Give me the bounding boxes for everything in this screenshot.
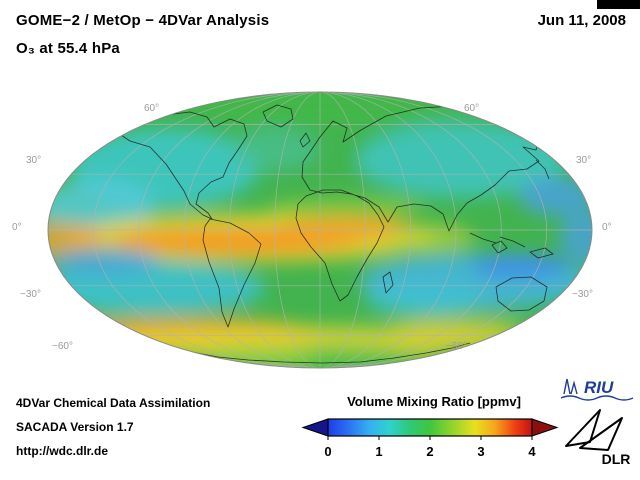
tick-2: 2 xyxy=(426,444,433,459)
colorbar-tickmarks xyxy=(327,436,533,440)
riu-logo-mark xyxy=(560,378,634,401)
lat-label-60n-left: 60° xyxy=(144,103,160,114)
lat-label-eq-left: 0° xyxy=(12,222,22,233)
tick-0: 0 xyxy=(324,444,331,459)
riu-logo: RIU xyxy=(560,378,634,401)
ozone-field-blobs xyxy=(48,92,592,368)
footer-assimilation: 4DVar Chemical Data Assimilation xyxy=(16,396,211,410)
lat-label-30s-right: −30° xyxy=(572,289,593,300)
dlr-logo: DLR xyxy=(565,409,631,467)
lat-label-30n-left: 30° xyxy=(26,155,42,166)
riu-logo-text: RIU xyxy=(584,378,614,397)
tick-4: 4 xyxy=(528,444,536,459)
lat-label-30s-left: −30° xyxy=(20,289,41,300)
corner-artifact xyxy=(597,0,640,9)
colorbar-right-arrow xyxy=(531,418,559,437)
colorbar-gradient xyxy=(327,418,533,437)
lat-label-eq-right: 0° xyxy=(602,222,612,233)
colorbar-tick-labels: 0 1 2 3 4 xyxy=(324,444,536,459)
footer-url: http://wdc.dlr.de xyxy=(16,444,108,458)
date-label: Jun 11, 2008 xyxy=(537,12,626,29)
colorbar-label: Volume Mixing Ratio [ppmv] xyxy=(347,394,521,409)
footer-version: SACADA Version 1.7 xyxy=(16,420,134,434)
tick-3: 3 xyxy=(477,444,484,459)
lat-label-60s-left: −60° xyxy=(52,341,73,352)
tick-1: 1 xyxy=(375,444,382,459)
colorbar-left-arrow xyxy=(301,418,329,437)
page-title: GOME−2 / MetOp − 4DVar Analysis xyxy=(16,12,270,29)
dlr-logo-text: DLR xyxy=(602,451,631,467)
lat-label-30n-right: 30° xyxy=(576,155,592,166)
lat-label-60s-right: −60° xyxy=(446,341,467,352)
map-outline xyxy=(47,91,593,369)
lat-label-60n-right: 60° xyxy=(464,103,480,114)
page-subtitle: O₃ at 55.4 hPa xyxy=(16,40,120,57)
colorbar: Volume Mixing Ratio [ppmv] 0 1 2 3 4 xyxy=(301,394,559,459)
dlr-logo-mark xyxy=(565,409,623,451)
